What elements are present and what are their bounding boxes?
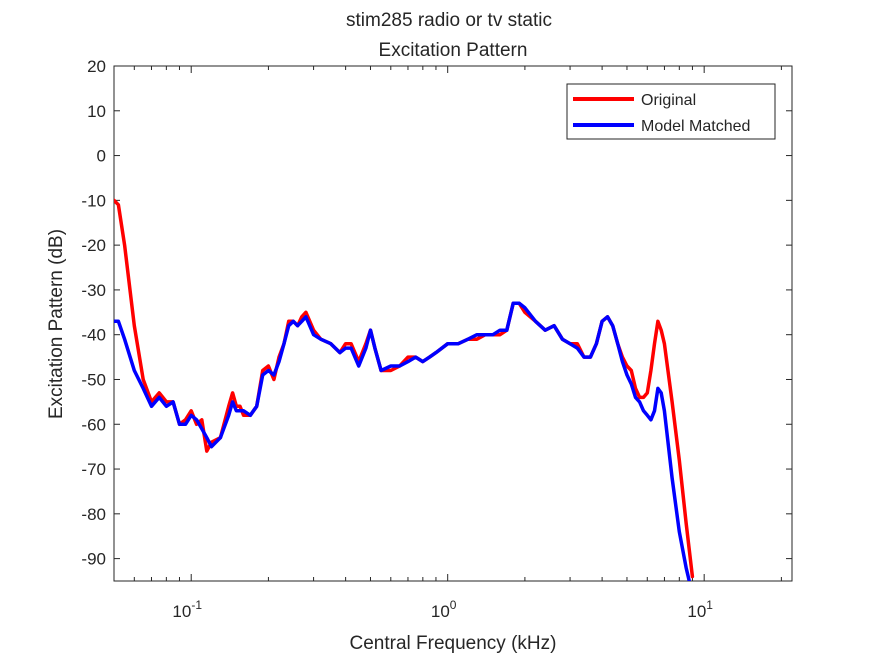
y-tick-label: -20 [81, 236, 106, 255]
legend-label-model-matched: Model Matched [641, 118, 750, 135]
chart-title: stim285 radio or tv static [346, 10, 552, 31]
x-tick-label: 101 [687, 598, 713, 621]
y-tick-label: -60 [81, 415, 106, 434]
x-tick-labels: 10-1 100 101 [172, 598, 713, 621]
y-tick-label: 20 [87, 57, 106, 76]
y-tick-label: 10 [87, 102, 106, 121]
y-tick-labels: 20 10 0 -10 -20 -30 -40 -50 -60 -70 -80 -90 [81, 57, 106, 569]
y-tick-label: -10 [81, 191, 106, 210]
chart-subtitle: Excitation Pattern [379, 40, 528, 61]
y-tick-label: -30 [81, 281, 106, 300]
axes-frame [113, 65, 793, 582]
series-line-model-matched [114, 301, 692, 581]
x-tick-label: 100 [431, 598, 457, 621]
plot-background [114, 66, 792, 581]
series-layer [114, 198, 695, 581]
plot-area [113, 65, 793, 582]
y-tick-label: -40 [81, 326, 106, 345]
legend-box [566, 83, 776, 140]
y-tick-label: 0 [97, 147, 106, 166]
x-axis-label: Central Frequency (kHz) [350, 633, 557, 654]
y-axis-label: Excitation Pattern (dB) [46, 229, 67, 419]
y-tick-label: -50 [81, 370, 106, 389]
y-tick-label: -90 [81, 550, 106, 569]
x-tick-label: 10-1 [172, 598, 202, 621]
legend: Original Model Matched [566, 83, 776, 140]
y-tick-label: -70 [81, 460, 106, 479]
y-tick-label: -80 [81, 505, 106, 524]
legend-label-original: Original [641, 92, 696, 109]
